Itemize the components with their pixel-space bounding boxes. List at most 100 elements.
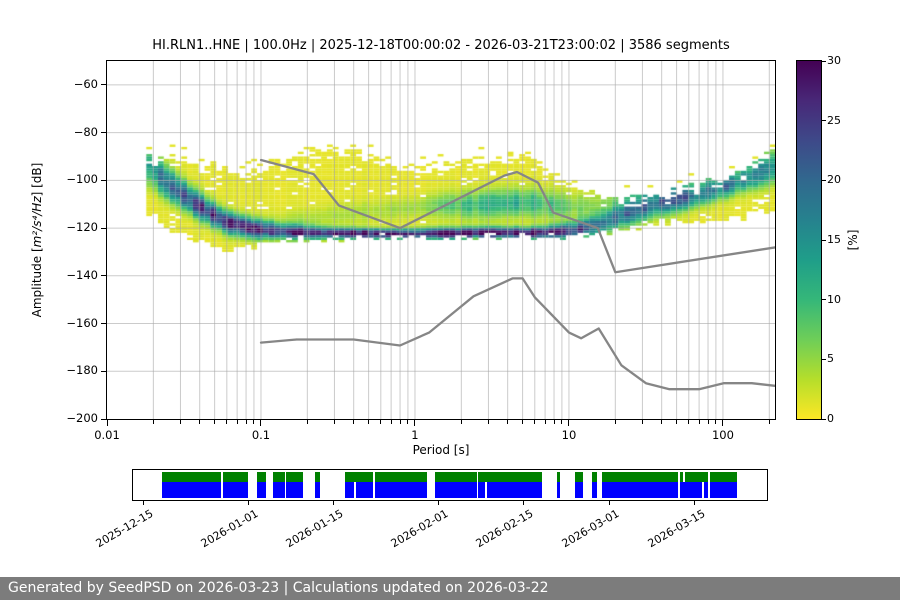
x-tick-label: 100: [711, 428, 734, 442]
colorbar-tick-label: 20: [827, 173, 841, 187]
y-axis-label-pre: Amplitude [: [30, 247, 44, 318]
x-tick: [707, 420, 709, 424]
coverage-segment-blue: [285, 482, 303, 498]
x-tick: [715, 420, 717, 424]
x-tick: [380, 420, 382, 424]
x-tick: [507, 420, 509, 424]
y-tick-label: −200: [66, 411, 98, 425]
coverage-segment-green: [161, 472, 222, 482]
footer-text: Generated by SeedPSD on 2026-03-23 | Cal…: [8, 580, 549, 596]
coverage-segment-green: [602, 472, 679, 482]
coverage-segment-green: [574, 472, 584, 482]
x-tick: [661, 420, 663, 424]
plot-area: [106, 60, 776, 420]
coverage-segment-blue: [477, 482, 485, 498]
x-tick-label: 0.01: [94, 428, 120, 442]
coverage-segment-blue: [574, 482, 584, 498]
x-tick: [260, 420, 262, 426]
y-tick: [101, 418, 106, 420]
x-tick: [722, 420, 724, 426]
coverage-segment-blue: [592, 482, 598, 498]
coverage-segment-green: [344, 472, 373, 482]
y-tick: [101, 275, 106, 277]
coverage-segment-blue: [704, 482, 709, 498]
colorbar-tick-label: 30: [827, 54, 841, 67]
coverage-segment-blue: [223, 482, 248, 498]
y-tick: [101, 84, 106, 86]
coverage-segment-blue: [557, 482, 560, 498]
coverage-segment-blue: [486, 482, 542, 498]
colorbar-tick: [822, 418, 826, 420]
x-tick: [399, 420, 401, 424]
timeline-tick: [608, 501, 610, 505]
coverage-segment-green: [709, 472, 737, 482]
x-tick: [487, 420, 489, 424]
nhnm-noise-model-line: [259, 158, 775, 274]
x-tick: [568, 420, 570, 426]
colorbar-tick: [822, 120, 826, 122]
x-tick: [333, 420, 335, 424]
coverage-segment-blue: [344, 482, 354, 498]
y-tick: [101, 132, 106, 134]
colorbar-tick: [822, 179, 826, 181]
y-tick-label: −120: [66, 220, 98, 235]
x-tick: [214, 420, 216, 424]
timeline-date-label: 2025-12-15: [93, 507, 156, 551]
coverage-segment-green: [477, 472, 542, 482]
coverage-segment-blue: [355, 482, 373, 498]
x-tick: [199, 420, 201, 424]
y-tick: [101, 323, 106, 325]
x-tick: [353, 420, 355, 424]
coverage-segment-green: [434, 472, 477, 482]
nlnm-noise-model-line: [259, 277, 775, 391]
x-tick: [460, 420, 462, 424]
y-tick: [101, 179, 106, 181]
x-tick: [152, 420, 154, 424]
colorbar: [796, 60, 822, 420]
colorbar-tick: [822, 239, 826, 241]
x-tick: [768, 420, 770, 424]
timeline-tick: [522, 501, 524, 505]
coverage-segment-green: [685, 472, 709, 482]
chart-title: HI.RLN1..HNE | 100.0Hz | 2025-12-18T00:0…: [152, 38, 730, 53]
coverage-segment-green: [273, 472, 285, 482]
coverage-segment-green: [257, 472, 267, 482]
colorbar-tick: [822, 299, 826, 301]
x-tick: [688, 420, 690, 424]
footer-bar: Generated by SeedPSD on 2026-03-23 | Cal…: [0, 577, 900, 600]
x-tick: [561, 420, 563, 424]
colorbar-tick-label: 25: [827, 113, 841, 127]
coverage-segment-green: [557, 472, 560, 482]
y-tick: [101, 370, 106, 372]
x-tick: [368, 420, 370, 424]
coverage-segment-blue: [602, 482, 679, 498]
colorbar-tick-label: 5: [827, 352, 834, 366]
grid-and-noise-models: [107, 61, 775, 419]
timeline-tick: [142, 501, 144, 505]
coverage-segment-green: [223, 472, 248, 482]
coverage-segment-blue: [680, 482, 703, 498]
coverage-segment-green: [592, 472, 598, 482]
colorbar-tick-label: 0: [827, 412, 834, 425]
x-tick: [698, 420, 700, 424]
coverage-segment-blue: [161, 482, 222, 498]
colorbar-tick-label: 15: [827, 233, 841, 246]
y-tick-label: −80: [73, 124, 98, 139]
colorbar-tick-label: 10: [827, 292, 841, 306]
x-tick-label: 0.1: [251, 428, 271, 442]
ppsd-histogram: [107, 61, 775, 419]
y-tick-label: −140: [66, 267, 98, 282]
coverage-segment-green: [680, 472, 684, 482]
coverage-segment-green: [314, 472, 321, 482]
colorbar-label: [%]: [846, 229, 860, 251]
x-tick: [179, 420, 181, 424]
x-tick: [236, 420, 238, 424]
coverage-segment-blue: [273, 482, 285, 498]
x-tick: [407, 420, 409, 424]
coverage-segment-blue: [434, 482, 477, 498]
timeline-tick: [332, 501, 334, 505]
coverage-segment-blue: [314, 482, 321, 498]
x-tick: [306, 420, 308, 424]
x-tick: [553, 420, 555, 424]
